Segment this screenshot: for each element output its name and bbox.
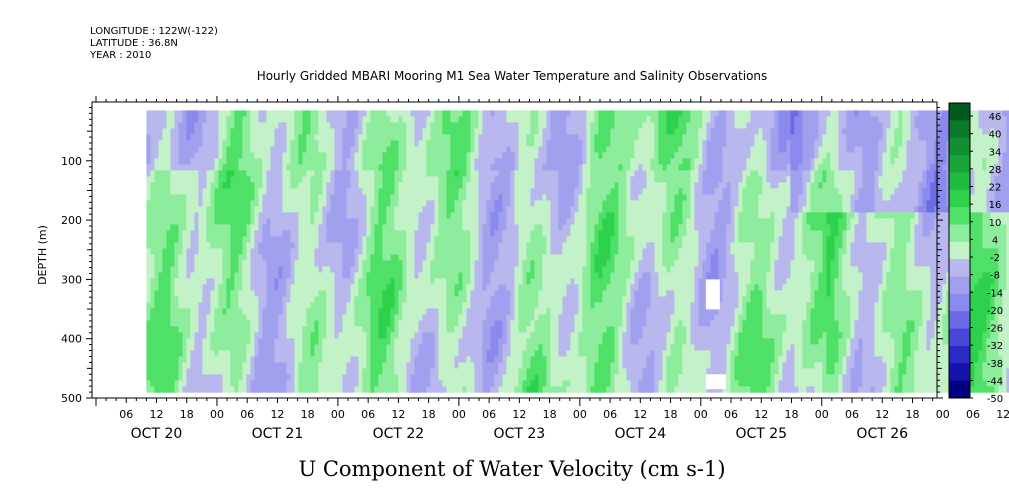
x-axis-label: U Component of Water Velocity (cm s-1)	[298, 457, 725, 481]
x-tick-label: 00	[936, 408, 950, 421]
colorbar-label: 4	[992, 235, 998, 246]
colorbar-swatch	[949, 363, 970, 382]
x-tick-label: 12	[996, 408, 1009, 421]
colorbar-label: -44	[987, 376, 1003, 387]
colorbar-swatch	[949, 137, 970, 156]
colorbar-swatch	[949, 172, 970, 191]
y-tick-label: 200	[61, 214, 82, 227]
chart-title: Hourly Gridded MBARI Mooring M1 Sea Wate…	[257, 69, 768, 83]
x-tick-label: 00	[694, 408, 708, 421]
x-tick-label: 12	[875, 408, 889, 421]
x-tick-label: 06	[966, 408, 980, 421]
x-tick-label: 12	[754, 408, 768, 421]
colorbar-swatch	[949, 120, 970, 139]
x-tick-label: 00	[210, 408, 224, 421]
colorbar: 46 40 34 28 22 16 10 4 -2 -8 -14 -20 -26 -32 -38 -44 -50	[948, 102, 1003, 405]
x-tick-label: 06	[119, 408, 133, 421]
y-tick-label: 400	[61, 333, 82, 346]
colorbar-label: 34	[989, 147, 1002, 158]
y-tick-label: 100	[61, 155, 82, 168]
x-tick-label: 12	[633, 408, 647, 421]
colorbar-swatch	[949, 345, 970, 364]
missing-data-gap	[705, 374, 726, 390]
colorbar-swatch	[949, 189, 970, 208]
x-tick-label: 06	[724, 408, 738, 421]
x-tick-label: 06	[361, 408, 375, 421]
colorbar-swatch	[949, 241, 970, 260]
x-day-label: OCT 20	[131, 426, 183, 442]
x-day-label: OCT 22	[373, 426, 425, 442]
colorbar-swatch	[949, 276, 970, 295]
x-tick-label: 06	[482, 408, 496, 421]
colorbar-swatch	[949, 207, 970, 225]
colorbar-label: -32	[987, 341, 1003, 352]
year-label: YEAR : 2010	[90, 50, 152, 61]
x-tick-label: 18	[301, 408, 315, 421]
x-day-label: OCT 23	[494, 426, 546, 442]
x-tick-label: 18	[664, 408, 678, 421]
colorbar-swatch	[949, 293, 970, 312]
y-axis-label: DEPTH (m)	[36, 225, 49, 285]
x-tick-label: 12	[512, 408, 526, 421]
colorbar-label: 22	[989, 183, 1002, 194]
colorbar-frame	[948, 102, 971, 399]
colorbar-label: -20	[987, 306, 1003, 317]
colorbar-label: -50	[987, 394, 1003, 405]
longitude-label: LONGITUDE : 122W(-122)	[90, 26, 218, 37]
x-tick-label: 12	[270, 408, 284, 421]
colorbar-label: -2	[990, 253, 1000, 264]
colorbar-label: -38	[987, 359, 1003, 370]
latitude-label: LATITUDE : 36.8N	[90, 38, 178, 49]
colorbar-swatch	[949, 224, 970, 243]
y-tick-label: 500	[61, 392, 82, 405]
colorbar-swatch	[949, 328, 970, 347]
colorbar-label: -8	[990, 271, 1000, 282]
colorbar-swatch	[949, 155, 970, 173]
x-tick-label: 06	[845, 408, 859, 421]
missing-data-gap	[705, 279, 720, 310]
colorbar-label: 10	[989, 218, 1002, 229]
x-tick-label: 18	[422, 408, 436, 421]
colorbar-label: 40	[989, 130, 1002, 141]
colorbar-label: 28	[989, 165, 1002, 176]
x-day-label: OCT 21	[252, 426, 304, 442]
x-tick-label: 18	[785, 408, 799, 421]
colorbar-swatch	[949, 103, 970, 121]
x-tick-label: 18	[180, 408, 194, 421]
x-tick-label: 00	[331, 408, 345, 421]
colorbar-swatch	[949, 259, 970, 277]
x-tick-label: 18	[905, 408, 919, 421]
x-tick-label: 00	[573, 408, 587, 421]
x-day-label: OCT 26	[856, 426, 908, 442]
heatmap-field	[146, 110, 1009, 393]
colorbar-swatch	[949, 311, 970, 329]
axes: 06 12 18 00 06 12 18 00 06 12 18 00 06 12 18 00 06 12 18 00…	[61, 96, 1009, 442]
x-tick-label: 12	[391, 408, 405, 421]
x-tick-label: 18	[543, 408, 557, 421]
colorbar-swatch	[949, 380, 970, 399]
x-day-label: OCT 24	[615, 426, 667, 442]
x-tick-label: 00	[815, 408, 829, 421]
x-tick-label: 12	[149, 408, 163, 421]
x-tick-label: 06	[603, 408, 617, 421]
x-day-label: OCT 25	[735, 426, 787, 442]
colorbar-label: 46	[989, 112, 1002, 123]
colorbar-label: 16	[989, 200, 1002, 211]
y-tick-label: 300	[61, 273, 82, 286]
colorbar-label: -26	[987, 324, 1003, 335]
x-tick-label: 00	[452, 408, 466, 421]
x-tick-label: 06	[240, 408, 254, 421]
colorbar-label: -14	[987, 288, 1003, 299]
